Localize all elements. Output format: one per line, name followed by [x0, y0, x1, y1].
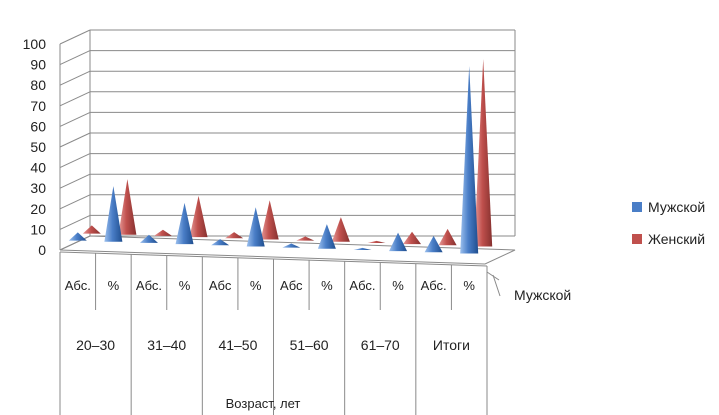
category-label: %	[179, 278, 191, 293]
cone-female	[260, 200, 279, 240]
y-tick-label: 70	[30, 98, 46, 114]
cone-male	[246, 207, 265, 247]
cone-male	[211, 239, 230, 246]
side-gridline	[59, 153, 91, 169]
legend: Мужской Женский	[632, 199, 705, 247]
y-tick-label: 90	[30, 57, 46, 73]
legend-swatch	[632, 202, 642, 212]
side-gridline	[59, 111, 91, 127]
category-label: %	[463, 278, 475, 293]
category-label: Абс.	[349, 278, 375, 293]
cone-female	[474, 59, 493, 247]
y-tick-label: 0	[38, 242, 46, 258]
y-tick-label: 20	[30, 201, 46, 217]
category-label: Абс	[209, 278, 232, 293]
y-tick-label: 10	[30, 221, 46, 237]
category-label: Абс	[280, 278, 303, 293]
category-table: Абс.% Абс.% Абс% Абс% Абс.% Абс. % 20–30 31–40 41…	[59, 251, 488, 415]
y-tick-label: 50	[30, 139, 46, 155]
cone-female	[331, 217, 350, 242]
cone-male	[139, 234, 158, 243]
cone-male	[175, 202, 194, 245]
side-gridline	[59, 173, 91, 189]
axes	[59, 30, 516, 297]
cone-male	[460, 66, 479, 254]
group-label: 51–60	[290, 337, 329, 353]
cone-female	[82, 225, 101, 234]
cone-male	[282, 243, 301, 248]
y-tick-label: 80	[30, 77, 46, 93]
side-gridline	[59, 50, 91, 66]
category-label: %	[392, 278, 404, 293]
side-gridline	[59, 91, 91, 107]
side-gridline	[59, 194, 91, 210]
cone-male	[389, 232, 408, 252]
cone-female	[296, 236, 315, 241]
cone-female	[225, 232, 244, 239]
y-tick-label: 100	[23, 36, 47, 52]
y-tick-label: 60	[30, 118, 46, 134]
legend-swatch	[632, 234, 642, 244]
cone-male	[353, 247, 372, 250]
group-label: 31–40	[147, 337, 186, 353]
floor	[59, 235, 516, 265]
cone-female	[118, 179, 137, 235]
legend-label: Мужской	[648, 199, 705, 215]
group-label: 41–50	[218, 337, 257, 353]
cone-male	[317, 224, 336, 249]
cone-female	[153, 229, 172, 236]
category-label: Абс.	[421, 278, 447, 293]
group-label: 61–70	[361, 337, 400, 353]
side-gridline	[59, 29, 91, 45]
category-label: %	[108, 278, 120, 293]
y-tick-labels: 0 10 20 30 40 50 60 70 80 90 100	[23, 36, 47, 258]
cone-male	[68, 232, 87, 241]
category-label: Абс.	[136, 278, 162, 293]
legend-label: Женский	[648, 231, 705, 247]
group-label: 20–30	[76, 337, 115, 353]
x-axis-title: Возраст, лет	[226, 396, 301, 411]
y-tick-label: 30	[30, 180, 46, 196]
gridlines	[59, 29, 515, 251]
depth-axis-label: Мужской	[514, 287, 571, 303]
side-gridline	[59, 70, 91, 86]
chart-marks	[68, 59, 493, 254]
depth-axis-tick	[492, 274, 501, 297]
group-label: Итоги	[433, 337, 470, 353]
cone-female	[438, 228, 457, 246]
category-label: %	[250, 278, 262, 293]
cone-female	[367, 240, 386, 243]
category-label: %	[321, 278, 333, 293]
side-gridline	[59, 132, 91, 148]
y-tick-label: 40	[30, 160, 46, 176]
cone-female	[189, 195, 208, 238]
category-label: Абс.	[65, 278, 91, 293]
cone-male	[424, 235, 443, 253]
cone-female	[403, 231, 422, 245]
side-gridline	[59, 214, 91, 230]
cone-male	[104, 186, 123, 242]
